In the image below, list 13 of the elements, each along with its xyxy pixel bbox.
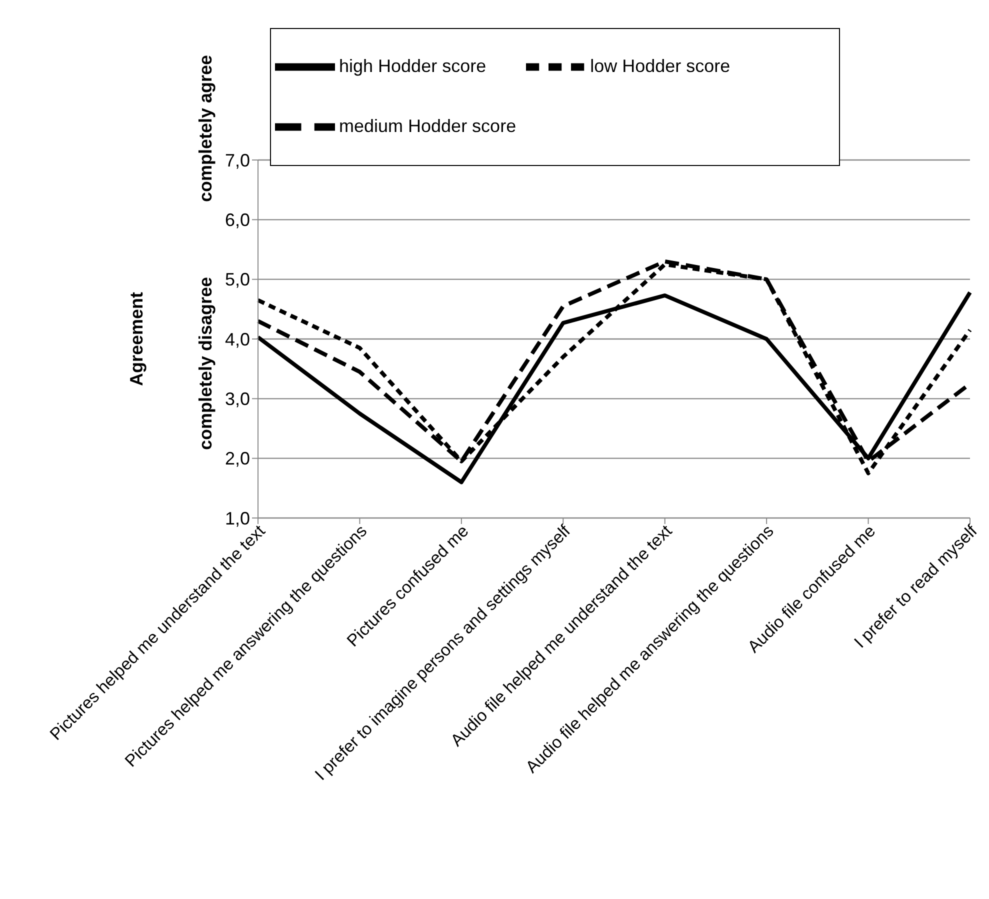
legend-label: low Hodder score: [590, 56, 730, 76]
legend-label: high Hodder score: [339, 56, 486, 76]
text: completely agree: [196, 54, 216, 204]
legend-label: medium Hodder score: [339, 116, 516, 136]
y-tick-label: 1,0: [224, 508, 250, 528]
y-tick-label: 3,0: [224, 389, 250, 410]
y-tick-label: 5,0: [224, 270, 250, 290]
y-axis-title: Agreement: [126, 292, 146, 386]
y-tick-label: 4,0: [224, 329, 250, 350]
y-tick-label: 7,0: [224, 150, 250, 170]
y-tick-label: 6,0: [224, 210, 250, 230]
text: completely disagree: [196, 276, 216, 452]
y-tick-label: 2,0: [224, 448, 250, 469]
